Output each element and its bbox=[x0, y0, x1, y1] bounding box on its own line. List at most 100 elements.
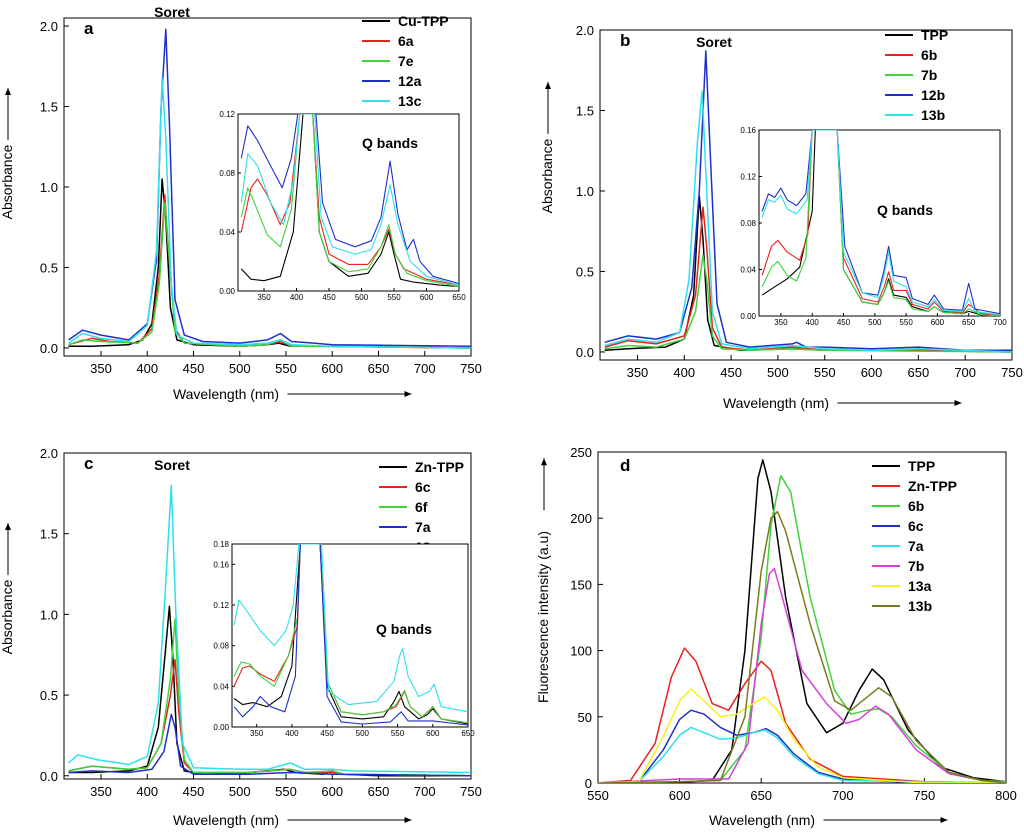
y-tick-label: 0.0 bbox=[40, 341, 58, 356]
plot-frame bbox=[63, 452, 472, 780]
y-axis-label: Absorbance bbox=[0, 579, 15, 654]
x-tick-label: 350 bbox=[257, 293, 271, 302]
panel-label: d bbox=[620, 456, 630, 475]
x-tick-label: 750 bbox=[460, 361, 482, 376]
legend: Zn-TPP6c6f7a13a bbox=[379, 459, 464, 555]
series-13c bbox=[68, 76, 471, 349]
x-tick-label: 650 bbox=[368, 361, 390, 376]
legend-label: 6c bbox=[415, 479, 431, 495]
series-6c bbox=[598, 709, 1006, 783]
y-axis-label: Absorbance bbox=[0, 144, 15, 219]
x-tick-label: 600 bbox=[321, 784, 343, 799]
series-7b bbox=[598, 567, 1006, 783]
y-tick-label: 0.0 bbox=[40, 769, 58, 784]
legend-label: 13a bbox=[908, 578, 932, 594]
legend: Cu-TPP 6a 7e 12a 13c bbox=[362, 13, 449, 109]
x-tick-label: 700 bbox=[414, 361, 436, 376]
y-tick-label: 0.04 bbox=[219, 228, 235, 237]
x-tick-label: 350 bbox=[774, 318, 788, 327]
legend-label: TPP bbox=[921, 27, 948, 43]
x-tick-label: 600 bbox=[861, 365, 883, 380]
x-tick-label: 600 bbox=[321, 361, 343, 376]
y-tick-label: 0.16 bbox=[213, 560, 229, 569]
y-tick-label: 0.5 bbox=[40, 688, 58, 703]
legend-label: 12a bbox=[398, 73, 422, 89]
inset-series-6f bbox=[233, 544, 468, 724]
series-tpp bbox=[598, 459, 1006, 783]
x-tick-label: 550 bbox=[899, 318, 913, 327]
x-tick-label: 400 bbox=[136, 361, 158, 376]
series-13a bbox=[68, 484, 471, 774]
x-tick-label: 600 bbox=[931, 318, 945, 327]
y-tick-label: 2.0 bbox=[576, 23, 594, 38]
x-tick-label: 450 bbox=[720, 365, 742, 380]
y-tick-label: 1.5 bbox=[576, 103, 594, 118]
x-tick-label: 750 bbox=[914, 788, 936, 803]
series-7a bbox=[68, 713, 471, 777]
x-tick-label: 400 bbox=[806, 318, 820, 327]
y-tick-label: 0.12 bbox=[213, 601, 229, 610]
y-tick-label: 0.08 bbox=[219, 169, 235, 178]
x-axis-label: Wavelength (nm) bbox=[173, 812, 279, 828]
x-tick-label: 600 bbox=[669, 788, 691, 803]
panel-a: 350 400 450 500 550 600 650 700 750 0.0 0.5 1.0 1.5 2… bbox=[0, 4, 482, 402]
inset-series-6b bbox=[761, 130, 1000, 316]
y-tick-label: 1.0 bbox=[576, 184, 594, 199]
x-tick-label: 500 bbox=[356, 729, 370, 738]
y-tick-label: 0.16 bbox=[740, 126, 756, 135]
x-tick-label: 750 bbox=[1001, 365, 1023, 380]
x-axis-arrowhead bbox=[404, 391, 412, 397]
legend-label: 7b bbox=[921, 67, 937, 83]
x-axis-arrowhead bbox=[954, 400, 962, 406]
series-zn-tpp bbox=[598, 647, 1006, 783]
x-tick-label: 550 bbox=[391, 729, 405, 738]
panel-c: 350 400 450 500 550 600 650 700 750 0.0 0.5 1.0 1.5 2… bbox=[0, 446, 482, 828]
inset-series-12b bbox=[761, 130, 1000, 315]
x-tick-label: 500 bbox=[229, 361, 251, 376]
q-bands-label: Q bands bbox=[877, 202, 933, 218]
panel-d: 550 600 650 700 750 800 0 50 100 150 200 250 d Fluore… bbox=[535, 445, 1017, 828]
legend: TPP Zn-TPP 6b 6c 7a 7b 13a 13b bbox=[872, 458, 957, 614]
inset-series-13a bbox=[233, 544, 468, 713]
legend-label: 12b bbox=[921, 87, 945, 103]
x-tick-label: 700 bbox=[414, 784, 436, 799]
legend-label: 13c bbox=[398, 93, 422, 109]
legend-label: 7a bbox=[908, 538, 924, 554]
x-tick-label: 350 bbox=[250, 729, 264, 738]
x-tick-label: 400 bbox=[136, 784, 158, 799]
legend-label: TPP bbox=[908, 458, 935, 474]
x-tick-label: 650 bbox=[750, 788, 772, 803]
soret-label: Soret bbox=[696, 34, 732, 50]
legend-label: 6a bbox=[398, 33, 414, 49]
x-tick-label: 650 bbox=[962, 318, 976, 327]
x-tick-label: 350 bbox=[90, 784, 112, 799]
x-tick-label: 600 bbox=[426, 729, 440, 738]
legend-label: 13b bbox=[921, 107, 945, 123]
y-tick-label: 0.12 bbox=[740, 173, 756, 182]
y-tick-label: 1.5 bbox=[40, 100, 58, 115]
y-tick-label: 2.0 bbox=[40, 19, 58, 34]
x-tick-label: 400 bbox=[285, 729, 299, 738]
y-tick-label: 0.04 bbox=[213, 682, 229, 691]
series-13b bbox=[598, 510, 1006, 783]
x-tick-label: 450 bbox=[183, 361, 205, 376]
x-tick-label: 700 bbox=[954, 365, 976, 380]
x-tick-label: 800 bbox=[995, 788, 1017, 803]
panel-b: 350 400 450 500 550 600 650 700 750 0.0 0.5 1.0 1.5 2… bbox=[539, 23, 1023, 411]
x-axis-label: Wavelength (nm) bbox=[709, 812, 815, 828]
y-tick-label: 0.00 bbox=[213, 723, 229, 732]
x-tick-label: 700 bbox=[832, 788, 854, 803]
series-13a bbox=[598, 688, 1006, 783]
y-tick-label: 2.0 bbox=[40, 446, 58, 461]
series-7b bbox=[604, 254, 1012, 353]
x-tick-label: 650 bbox=[908, 365, 930, 380]
inset-series-7e bbox=[240, 114, 459, 288]
y-tick-label: 50 bbox=[578, 710, 592, 725]
inset-series-cu-tpp bbox=[240, 114, 459, 288]
legend-label: 6b bbox=[921, 47, 937, 63]
x-tick-label: 650 bbox=[461, 729, 475, 738]
x-tick-label: 400 bbox=[290, 293, 304, 302]
x-tick-label: 450 bbox=[837, 318, 851, 327]
inset-frame bbox=[237, 113, 460, 292]
